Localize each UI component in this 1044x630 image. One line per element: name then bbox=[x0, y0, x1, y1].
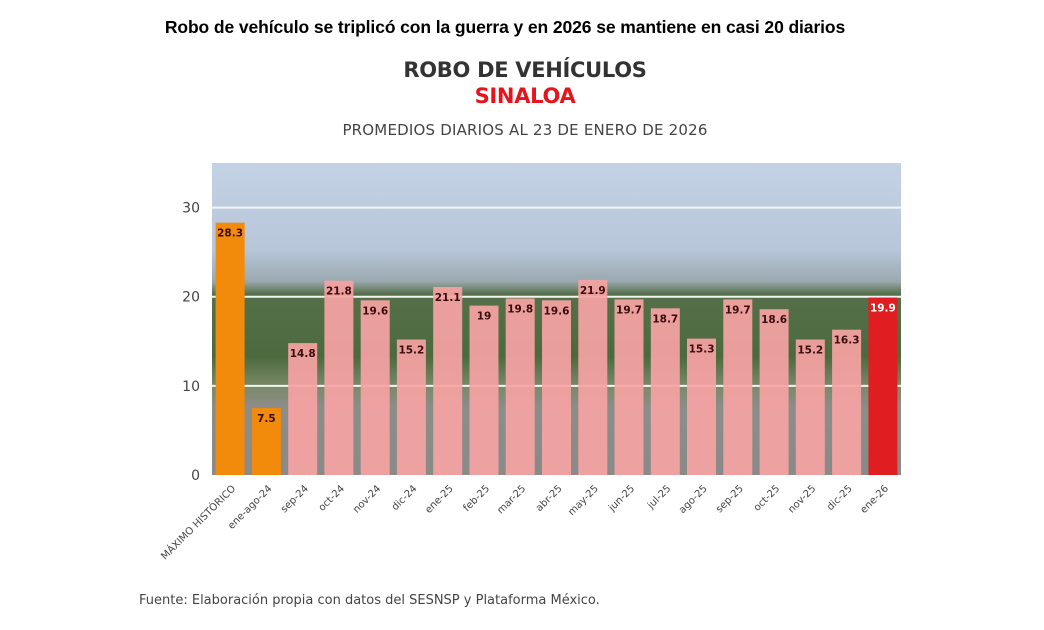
bar-oct-24 bbox=[324, 280, 354, 475]
chart-subtitle: PROMEDIOS DIARIOS AL 23 DE ENERO DE 2026 bbox=[342, 121, 708, 139]
x-tick-label: mar-25 bbox=[495, 483, 528, 516]
bar-oct-25 bbox=[759, 309, 789, 475]
x-tick-label: ene-26 bbox=[859, 483, 892, 516]
x-tick-label: abr-25 bbox=[534, 483, 565, 514]
bar-mar-25 bbox=[505, 298, 535, 475]
bar-sep-25 bbox=[723, 299, 753, 475]
x-tick-label: ago-25 bbox=[677, 483, 710, 516]
bar-jul-25 bbox=[650, 308, 680, 475]
x-tick-label: nov-25 bbox=[786, 483, 818, 515]
bar-value-label: 15.2 bbox=[797, 345, 823, 357]
bar-may-25 bbox=[578, 279, 608, 475]
bar-value-label: 21.8 bbox=[326, 286, 352, 298]
x-tick-label: nov-24 bbox=[351, 483, 383, 515]
x-tick-label: sep-25 bbox=[714, 483, 746, 515]
bar-value-label: 15.2 bbox=[398, 345, 424, 357]
bar-ago-25 bbox=[687, 338, 716, 475]
bar-value-label: 28.3 bbox=[217, 228, 243, 240]
bar-value-label: 19.7 bbox=[616, 304, 642, 316]
x-tick-label: dic-24 bbox=[390, 483, 420, 513]
y-tick-label: 0 bbox=[191, 468, 200, 484]
bar-value-label: 14.8 bbox=[290, 348, 316, 360]
chart-state-title: SINALOA bbox=[474, 84, 576, 108]
x-tick-label: jun-25 bbox=[606, 483, 637, 514]
bar-value-label: 7.5 bbox=[257, 413, 276, 425]
x-tick-label: sep-24 bbox=[279, 483, 311, 515]
x-tick-label: oct-25 bbox=[752, 483, 782, 513]
article-headline: Robo de vehículo se triplicó con la guer… bbox=[164, 17, 846, 37]
bar-ene-ago-24 bbox=[251, 408, 281, 475]
bar-value-label: 19.9 bbox=[870, 303, 896, 315]
bar-m-ximo-hist-rico bbox=[215, 222, 245, 475]
chart-title: ROBO DE VEHÍCULOS bbox=[403, 58, 647, 82]
bar-jun-25 bbox=[614, 299, 644, 475]
x-tick-label: ene-25 bbox=[423, 483, 456, 516]
bar-value-label: 21.1 bbox=[435, 292, 461, 304]
bar-nov-24 bbox=[360, 300, 390, 475]
bar-value-label: 19.8 bbox=[507, 304, 533, 316]
x-tick-label: MÁXIMO HISTÓRICO bbox=[158, 482, 238, 562]
bar-value-label: 21.9 bbox=[580, 285, 606, 297]
bar-value-label: 15.3 bbox=[689, 344, 715, 356]
bar-ene-26 bbox=[868, 297, 898, 475]
bar-nov-25 bbox=[795, 339, 825, 475]
source-note: Fuente: Elaboración propia con datos del… bbox=[139, 593, 600, 608]
y-tick-label: 30 bbox=[182, 201, 200, 217]
x-tick-label: oct-24 bbox=[317, 483, 347, 513]
bar-value-label: 19.6 bbox=[544, 305, 570, 317]
bar-value-label: 18.6 bbox=[761, 314, 787, 326]
bar-value-label: 18.7 bbox=[652, 313, 678, 325]
x-tick-label: jul-25 bbox=[645, 483, 673, 511]
bar-value-label: 16.3 bbox=[834, 335, 860, 347]
bar-ene-25 bbox=[433, 286, 463, 475]
x-tick-label: feb-25 bbox=[461, 483, 492, 514]
bar-sep-24 bbox=[288, 343, 318, 475]
x-tick-label: may-25 bbox=[566, 483, 601, 518]
x-tick-label: dic-25 bbox=[825, 483, 855, 513]
bar-feb-25 bbox=[469, 305, 499, 475]
bar-abr-25 bbox=[542, 300, 571, 475]
y-tick-label: 10 bbox=[182, 379, 200, 395]
bar-dic-25 bbox=[832, 329, 862, 475]
bar-value-label: 19.6 bbox=[362, 305, 388, 317]
bar-value-label: 19 bbox=[477, 311, 492, 323]
bar-value-label: 19.7 bbox=[725, 304, 751, 316]
bar-dic-24 bbox=[396, 339, 426, 475]
y-tick-label: 20 bbox=[182, 290, 200, 306]
